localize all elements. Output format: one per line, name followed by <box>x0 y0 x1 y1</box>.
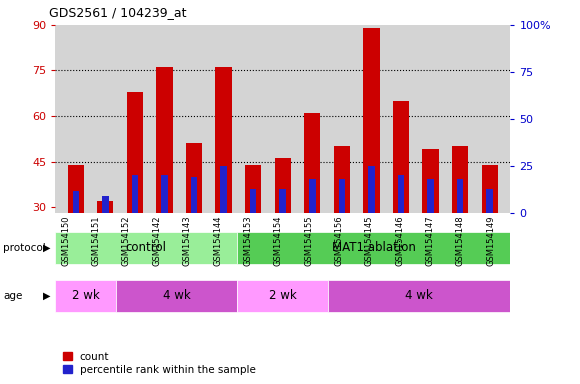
Text: age: age <box>3 291 22 301</box>
Text: MAT1 ablation: MAT1 ablation <box>332 241 416 254</box>
Bar <box>328 280 510 312</box>
Text: GSM154153: GSM154153 <box>244 215 252 266</box>
Bar <box>68 165 84 213</box>
Bar <box>427 179 434 213</box>
Bar <box>481 165 498 213</box>
Bar <box>393 101 409 213</box>
Text: GSM154152: GSM154152 <box>122 215 131 266</box>
Text: GSM154155: GSM154155 <box>304 215 313 266</box>
Bar <box>274 159 291 213</box>
Bar <box>102 196 108 213</box>
Text: GSM154149: GSM154149 <box>486 215 495 266</box>
Bar <box>220 166 227 213</box>
Bar <box>161 175 168 213</box>
Text: GSM154145: GSM154145 <box>365 215 374 266</box>
Text: GSM154142: GSM154142 <box>153 215 161 266</box>
Bar <box>55 280 116 312</box>
Text: GSM154144: GSM154144 <box>213 215 222 266</box>
Bar <box>72 190 79 213</box>
Text: control: control <box>126 241 166 254</box>
Bar <box>339 179 345 213</box>
Bar <box>191 177 197 213</box>
Text: GSM154151: GSM154151 <box>92 215 101 266</box>
Bar <box>487 189 493 213</box>
Bar <box>457 179 463 213</box>
Text: ▶: ▶ <box>43 291 50 301</box>
Bar <box>216 68 232 213</box>
Bar <box>452 146 468 213</box>
Bar <box>237 280 328 312</box>
Text: protocol: protocol <box>3 243 46 253</box>
Text: GDS2561 / 104239_at: GDS2561 / 104239_at <box>49 6 187 19</box>
Text: GSM154143: GSM154143 <box>183 215 191 266</box>
Legend: count, percentile rank within the sample: count, percentile rank within the sample <box>63 352 256 375</box>
Text: 4 wk: 4 wk <box>162 289 190 302</box>
Text: GSM154150: GSM154150 <box>61 215 70 266</box>
Bar <box>245 165 262 213</box>
Bar <box>398 175 404 213</box>
Bar <box>304 113 320 213</box>
Bar <box>309 179 316 213</box>
Bar <box>186 143 202 213</box>
Bar <box>157 68 173 213</box>
Bar <box>55 232 237 264</box>
Text: GSM154154: GSM154154 <box>274 215 283 266</box>
Bar <box>237 232 510 264</box>
Text: GSM154156: GSM154156 <box>335 215 343 266</box>
Text: GSM154146: GSM154146 <box>395 215 404 266</box>
Bar <box>363 28 379 213</box>
Text: 4 wk: 4 wk <box>405 289 433 302</box>
Bar <box>250 189 256 213</box>
Bar <box>132 175 138 213</box>
Bar <box>97 201 114 213</box>
Bar <box>116 280 237 312</box>
Bar <box>280 189 286 213</box>
Text: GSM154147: GSM154147 <box>426 215 434 266</box>
Bar <box>422 149 438 213</box>
Text: ▶: ▶ <box>43 243 50 253</box>
Bar <box>334 146 350 213</box>
Text: 2 wk: 2 wk <box>71 289 99 302</box>
Text: 2 wk: 2 wk <box>269 289 296 302</box>
Bar <box>127 92 143 213</box>
Text: GSM154148: GSM154148 <box>456 215 465 266</box>
Bar <box>368 166 375 213</box>
